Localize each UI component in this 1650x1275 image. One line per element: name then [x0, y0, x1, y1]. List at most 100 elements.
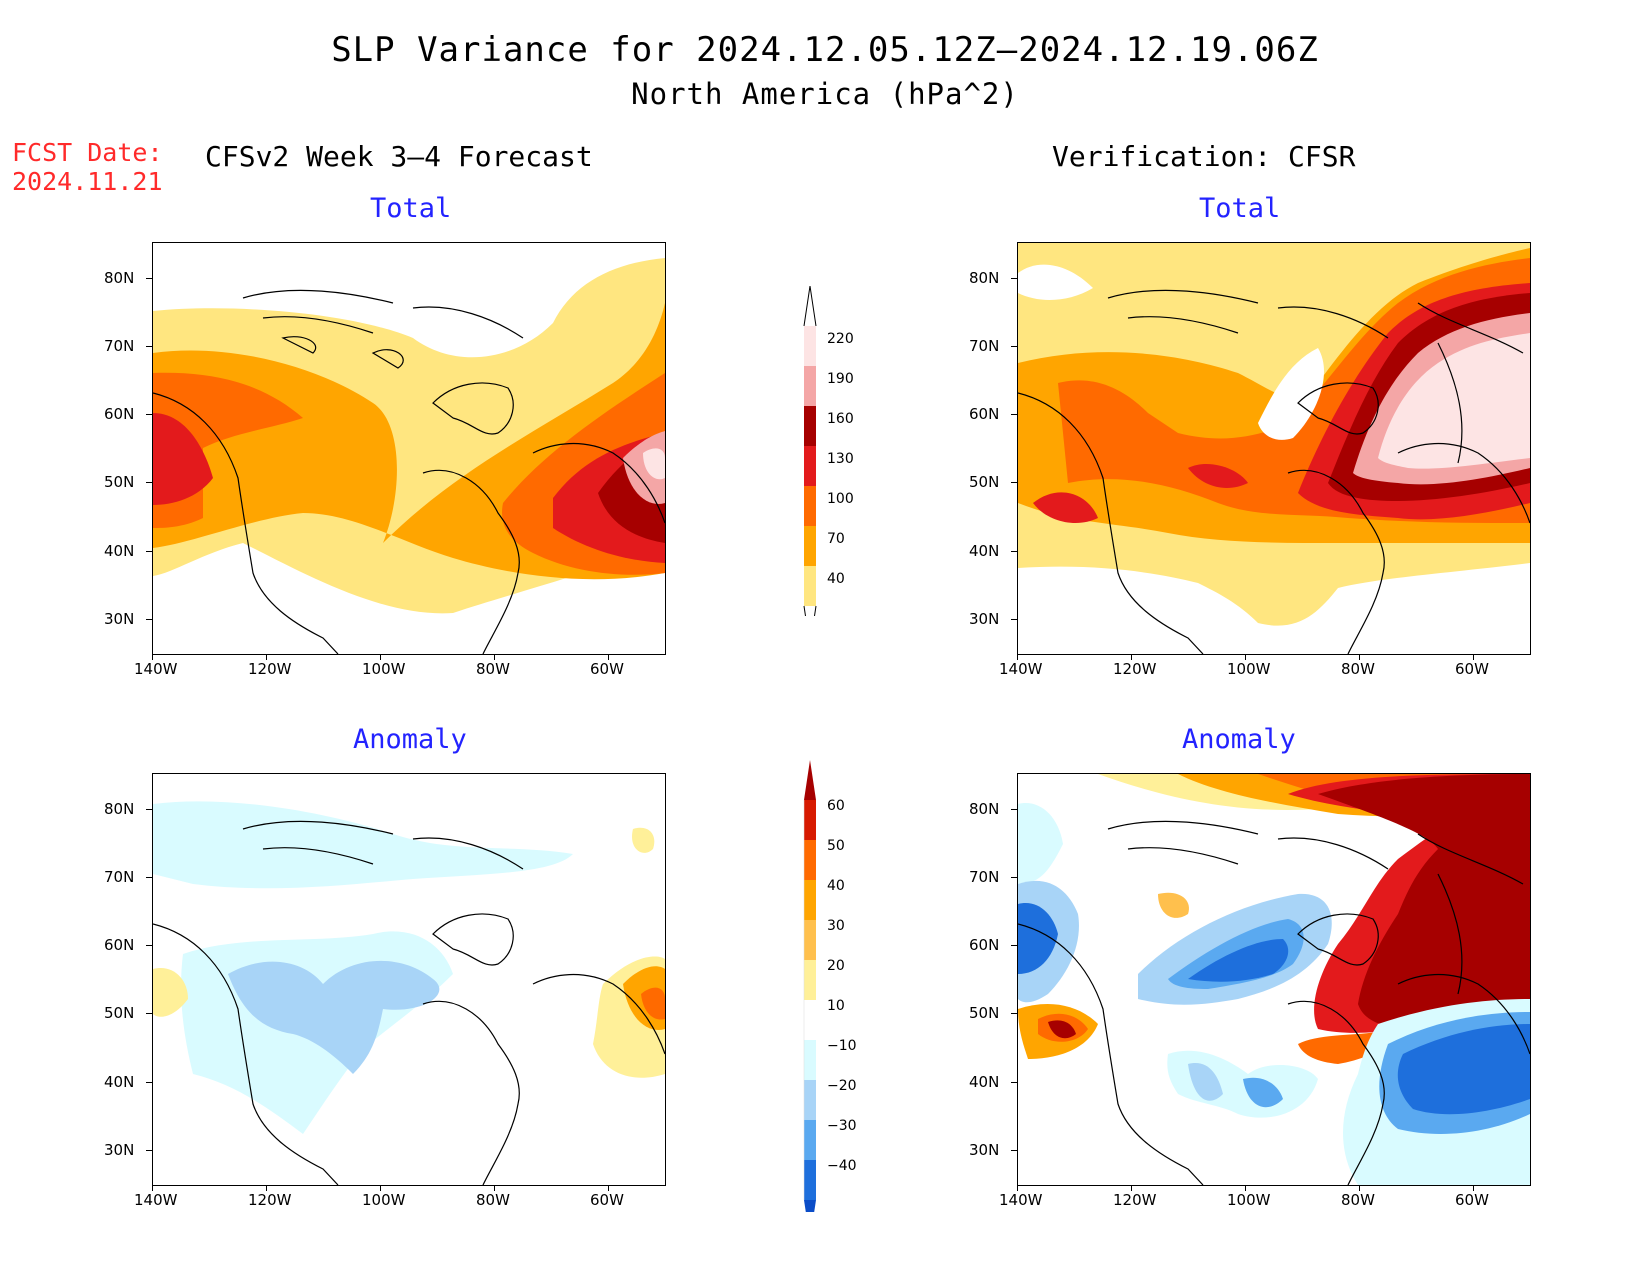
lat-tick-mark	[1011, 414, 1017, 415]
lat-tick-forecast-anomaly-80N: 80N	[104, 800, 135, 818]
lat-tick-forecast-anomaly-60N: 60N	[104, 936, 135, 954]
colorbar-total-bin	[804, 326, 816, 366]
lon-tick-mark	[1131, 1185, 1132, 1191]
lon-tick-forecast-anomaly-120W: 120W	[248, 1191, 292, 1209]
colorbar-anomaly-label: −40	[827, 1158, 857, 1174]
lat-tick-mark	[146, 551, 152, 552]
lat-tick-verification-total-40N: 40N	[969, 542, 1000, 560]
colorbar-total-label: 40	[827, 571, 845, 587]
colorbar-total-label: 160	[827, 411, 854, 427]
panel-title-verif-anomaly: Anomaly	[1182, 724, 1296, 755]
panel-title-verif-total: Total	[1199, 193, 1281, 224]
lat-tick-mark	[146, 1013, 152, 1014]
lat-tick-forecast-total-40N: 40N	[104, 542, 135, 560]
figure-title: SLP Variance for 2024.12.05.12Z–2024.12.…	[331, 30, 1319, 70]
lat-tick-mark	[1011, 1013, 1017, 1014]
colorbar-anomaly-label: −10	[827, 1038, 857, 1054]
colorbar-total-bin	[804, 366, 816, 406]
lat-tick-mark	[1011, 551, 1017, 552]
map-forecast-anomaly	[152, 773, 666, 1186]
lat-tick-mark	[146, 877, 152, 878]
lat-tick-mark	[1011, 809, 1017, 810]
lon-tick-verification-anomaly-100W: 100W	[1227, 1191, 1271, 1209]
colorbar-total-bin	[804, 566, 816, 606]
lon-tick-mark	[1359, 654, 1360, 660]
lon-tick-mark	[1017, 654, 1018, 660]
colorbar-anomaly-bin	[804, 920, 816, 960]
lat-tick-verification-total-60N: 60N	[969, 405, 1000, 423]
lon-tick-forecast-anomaly-140W: 140W	[134, 1191, 178, 1209]
lat-tick-mark	[1011, 1150, 1017, 1151]
lon-tick-verification-anomaly-80W: 80W	[1341, 1191, 1375, 1209]
lon-tick-verification-total-140W: 140W	[999, 660, 1043, 678]
lon-tick-forecast-total-100W: 100W	[362, 660, 406, 678]
fcst-date-label: FCST Date:	[12, 138, 163, 167]
map-verification-anomaly	[1017, 773, 1531, 1186]
colorbar-total-bin	[804, 446, 816, 486]
lat-tick-forecast-total-60N: 60N	[104, 405, 135, 423]
left-column-title: CFSv2 Week 3–4 Forecast	[205, 140, 593, 173]
lon-tick-mark	[608, 654, 609, 660]
lat-tick-forecast-anomaly-70N: 70N	[104, 868, 135, 886]
colorbar-total-label: 70	[827, 531, 845, 547]
lat-tick-verification-anomaly-40N: 40N	[969, 1073, 1000, 1091]
right-column-title: Verification: CFSR	[1052, 140, 1356, 173]
colorbar-anomaly-arrow-top	[804, 760, 816, 800]
colorbar-anomaly-bin	[804, 960, 816, 1000]
lon-tick-mark	[1473, 654, 1474, 660]
colorbar-anomaly-bin	[804, 880, 816, 920]
lat-tick-verification-anomaly-80N: 80N	[969, 800, 1000, 818]
colorbar-anomaly-label: 60	[827, 798, 845, 814]
colorbar-anomaly-bin	[804, 1080, 816, 1120]
lon-tick-forecast-anomaly-80W: 80W	[476, 1191, 510, 1209]
figure-subtitle: North America (hPa^2)	[631, 77, 1019, 111]
colorbar-total-bin	[804, 406, 816, 446]
colorbar-anomaly-label: −30	[827, 1118, 857, 1134]
lon-tick-mark	[380, 654, 381, 660]
colorbar-total-label: 190	[827, 371, 854, 387]
colorbar-anomaly-label: 10	[827, 998, 845, 1014]
colorbar-anomaly-label: 50	[827, 838, 845, 854]
lat-tick-mark	[146, 414, 152, 415]
lon-tick-mark	[380, 1185, 381, 1191]
lat-tick-forecast-total-30N: 30N	[104, 610, 135, 628]
lon-tick-verification-total-60W: 60W	[1455, 660, 1489, 678]
colorbar-total-bin	[804, 486, 816, 526]
lat-tick-forecast-anomaly-50N: 50N	[104, 1004, 135, 1022]
lon-tick-mark	[1473, 1185, 1474, 1191]
panel-title-forecast-total: Total	[370, 193, 452, 224]
colorbar-anomaly	[796, 760, 826, 1240]
lon-tick-verification-total-80W: 80W	[1341, 660, 1375, 678]
lon-tick-forecast-anomaly-60W: 60W	[590, 1191, 624, 1209]
lat-tick-mark	[1011, 877, 1017, 878]
lat-tick-mark	[146, 346, 152, 347]
fcst-date-value: 2024.11.21	[12, 167, 163, 196]
colorbar-total-bin	[804, 526, 816, 566]
lat-tick-mark	[146, 945, 152, 946]
lat-tick-verification-total-30N: 30N	[969, 610, 1000, 628]
lat-tick-mark	[1011, 482, 1017, 483]
lat-tick-forecast-total-80N: 80N	[104, 269, 135, 287]
lat-tick-verification-total-70N: 70N	[969, 337, 1000, 355]
colorbar-anomaly-bin	[804, 1160, 816, 1200]
colorbar-anomaly-arrow-bottom	[804, 1200, 816, 1240]
lon-tick-forecast-total-120W: 120W	[248, 660, 292, 678]
lat-tick-mark	[146, 809, 152, 810]
lon-tick-verification-total-100W: 100W	[1227, 660, 1271, 678]
lon-tick-mark	[494, 654, 495, 660]
colorbar-anomaly-label: 40	[827, 878, 845, 894]
colorbar-total	[796, 285, 826, 647]
lat-tick-verification-anomaly-30N: 30N	[969, 1141, 1000, 1159]
colorbar-total-arrow-bottom	[803, 605, 817, 647]
lon-tick-forecast-total-140W: 140W	[134, 660, 178, 678]
lat-tick-forecast-total-70N: 70N	[104, 337, 135, 355]
lat-tick-verification-anomaly-50N: 50N	[969, 1004, 1000, 1022]
lon-tick-mark	[266, 1185, 267, 1191]
lat-tick-mark	[146, 1150, 152, 1151]
colorbar-anomaly-bin	[804, 800, 816, 840]
lat-tick-forecast-total-50N: 50N	[104, 473, 135, 491]
lon-tick-mark	[152, 654, 153, 660]
lat-tick-mark	[1011, 619, 1017, 620]
lat-tick-verification-anomaly-70N: 70N	[969, 868, 1000, 886]
map-verification-total	[1017, 242, 1531, 655]
